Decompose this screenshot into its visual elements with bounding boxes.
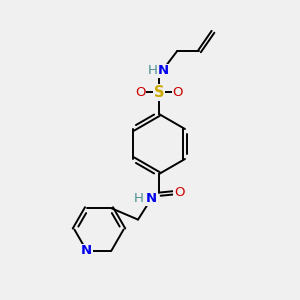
Text: N: N — [146, 192, 157, 205]
Text: O: O — [174, 186, 184, 199]
Text: O: O — [135, 86, 146, 99]
Text: N: N — [81, 244, 92, 257]
Text: N: N — [158, 64, 169, 77]
Text: H: H — [148, 64, 157, 77]
Text: O: O — [172, 86, 183, 99]
Text: H: H — [134, 192, 144, 205]
Text: S: S — [154, 85, 164, 100]
